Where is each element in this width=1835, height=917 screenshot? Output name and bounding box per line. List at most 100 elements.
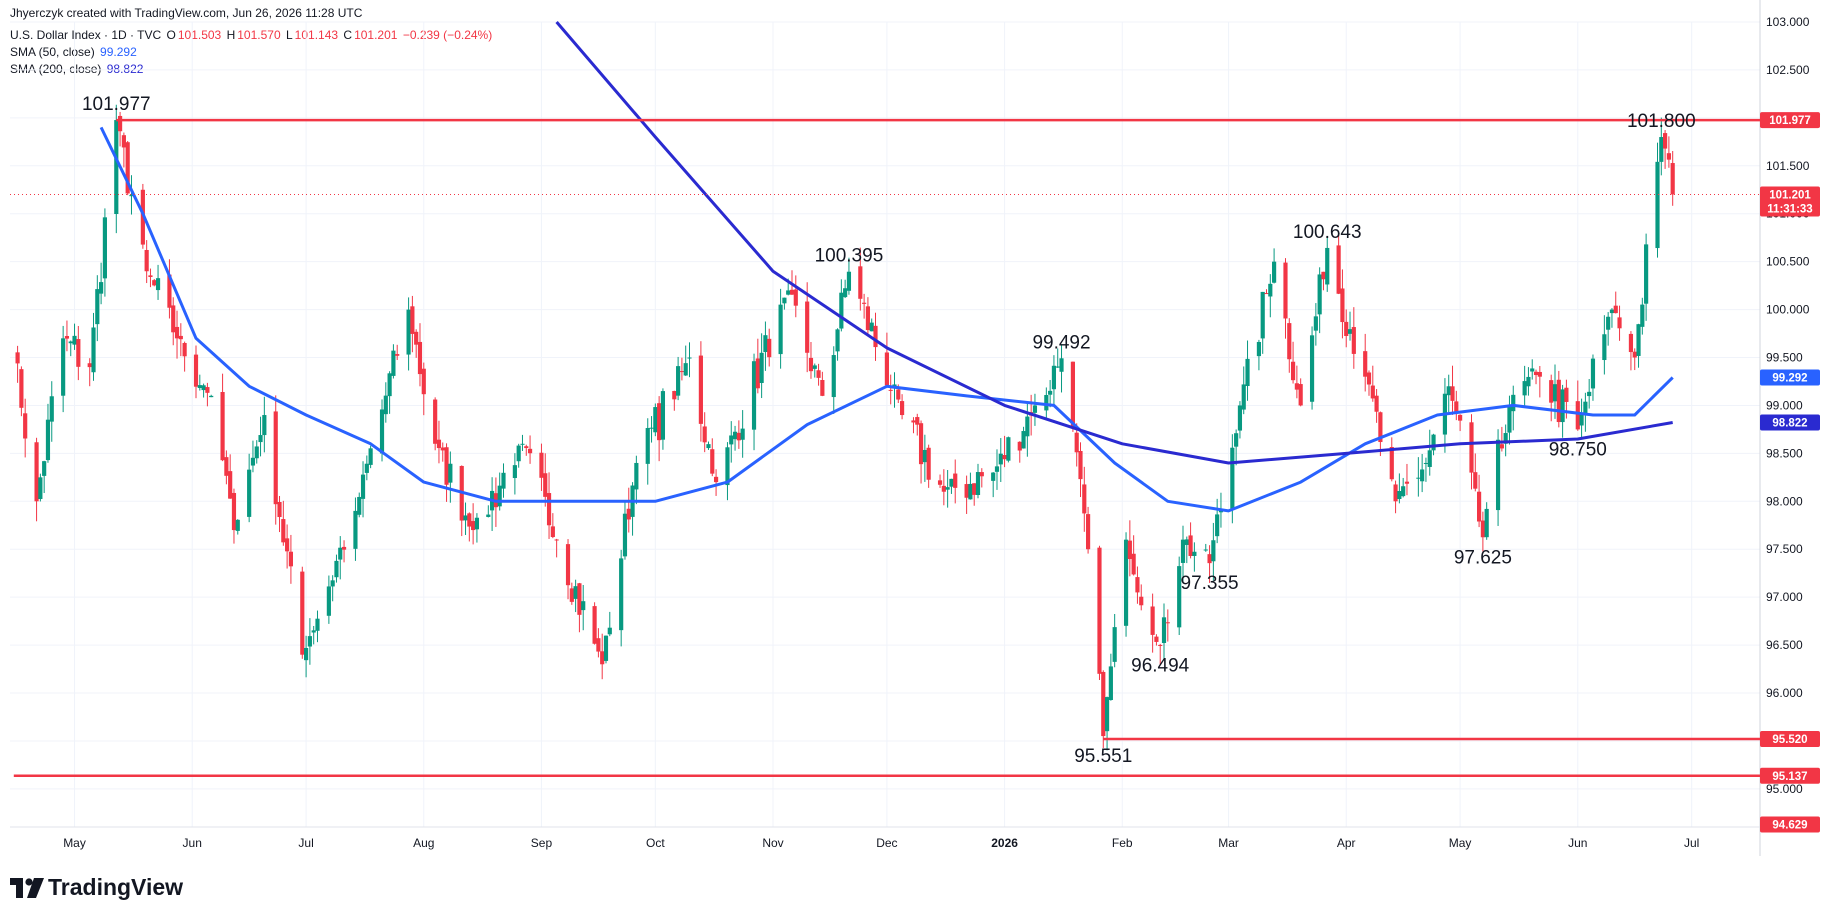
candle-body [379, 409, 385, 454]
candle-body [1078, 450, 1083, 480]
candle-body [201, 385, 206, 391]
time-tick-label: Mar [1218, 836, 1239, 850]
candle-body [520, 443, 525, 445]
candle-body [1032, 405, 1038, 413]
candle-body [1108, 666, 1113, 701]
price-tick-label: 100.000 [1766, 303, 1810, 317]
candle-body [421, 368, 426, 395]
candle-body [1135, 577, 1140, 593]
candle-body [1006, 437, 1011, 461]
candle-body [808, 357, 814, 372]
candle-body [1059, 358, 1064, 372]
candle-body [1549, 380, 1554, 403]
time-tick-label: Aug [413, 836, 434, 850]
time-tick-label: 2026 [991, 836, 1018, 850]
candle-body [254, 446, 259, 459]
candle-body [1165, 622, 1170, 624]
candle-body [512, 465, 517, 479]
candle-body [444, 447, 449, 485]
candle-body [178, 335, 183, 340]
candle-body [1499, 444, 1504, 449]
candle-body [357, 496, 362, 515]
candle-body [391, 350, 396, 376]
candle-body [38, 477, 43, 500]
candle-body [679, 371, 684, 373]
price-tick-label: 101.500 [1766, 159, 1810, 173]
candle-body [152, 280, 157, 286]
candle-body [884, 352, 889, 386]
candle-body [941, 485, 946, 492]
candle-body [710, 449, 715, 474]
time-tick-label: May [1449, 836, 1472, 850]
price-badge [1760, 816, 1820, 833]
price-tick-label: 103.000 [1766, 15, 1810, 29]
symbol-name[interactable]: U.S. Dollar Index · 1D · TVC [10, 28, 162, 42]
candle-body [1420, 469, 1425, 482]
time-tick-label: Jul [298, 836, 313, 850]
candle-body [1044, 395, 1049, 411]
candle-body [1325, 247, 1330, 285]
candle-body [1051, 365, 1057, 390]
candle-body [19, 369, 24, 408]
candle-body [645, 428, 650, 464]
candle-body [1268, 283, 1273, 297]
candle-body [1522, 381, 1527, 396]
candle-body [596, 638, 601, 652]
candle-body [471, 521, 476, 531]
price-chart[interactable]: 103.000102.500102.000101.500101.000100.5… [0, 0, 1835, 870]
price-badge-label: 98.822 [1772, 418, 1807, 430]
candle-body [805, 301, 810, 353]
candle-body [193, 354, 199, 387]
candle-body [467, 513, 472, 527]
candle-body [144, 249, 149, 272]
candle-body [1507, 405, 1512, 433]
candle-body [383, 395, 388, 415]
price-badge-label: 95.520 [1772, 734, 1807, 746]
candle-body [417, 341, 423, 375]
candle-body [1374, 395, 1379, 412]
candle-body [1123, 539, 1129, 626]
sma50-value: 99.292 [100, 45, 137, 59]
candle-body [1283, 262, 1288, 319]
candle-body [1480, 520, 1485, 538]
candle-body [1473, 472, 1478, 489]
candle-body [732, 431, 738, 440]
price-annotation: 99.492 [1032, 332, 1090, 353]
candle-body [1048, 390, 1053, 395]
candle-body [729, 435, 734, 445]
candle-body [759, 352, 764, 383]
candle-body [626, 508, 631, 520]
candle-body [899, 401, 905, 416]
candle-body [843, 288, 848, 298]
candle-body [634, 462, 639, 490]
candle-body [831, 355, 836, 398]
sma50-legend[interactable]: SMA (50, close) 99.292 [10, 45, 139, 59]
tradingview-brand[interactable]: TradingView [10, 874, 183, 901]
candle-body [975, 472, 981, 496]
candle-body [273, 411, 278, 505]
candle-body [1313, 316, 1318, 331]
candle-body [1503, 433, 1508, 444]
candle-body [387, 373, 392, 397]
price-annotation: 97.355 [1181, 573, 1239, 594]
price-badge-label: 94.629 [1772, 819, 1807, 831]
candle-body [1423, 462, 1429, 464]
candle-body [1241, 384, 1246, 410]
sma200-legend[interactable]: SMA (200, close) 98.822 [10, 62, 145, 76]
candle-body [1454, 401, 1459, 413]
candle-body [1606, 316, 1611, 330]
price-badge-countdown: 11:31:33 [1767, 203, 1812, 215]
candle-body [76, 339, 81, 367]
candle-body [1287, 323, 1292, 360]
candle-body [888, 389, 893, 391]
candle-body [782, 297, 787, 304]
time-tick-label: Oct [646, 836, 665, 850]
candle-body [539, 452, 544, 478]
candle-body [1670, 163, 1675, 195]
candle-body [869, 322, 874, 332]
candle-body [1177, 566, 1182, 628]
candle-body [789, 289, 795, 295]
candle-body [486, 514, 491, 517]
price-annotation: 98.750 [1549, 439, 1607, 460]
candle-body [527, 448, 533, 454]
